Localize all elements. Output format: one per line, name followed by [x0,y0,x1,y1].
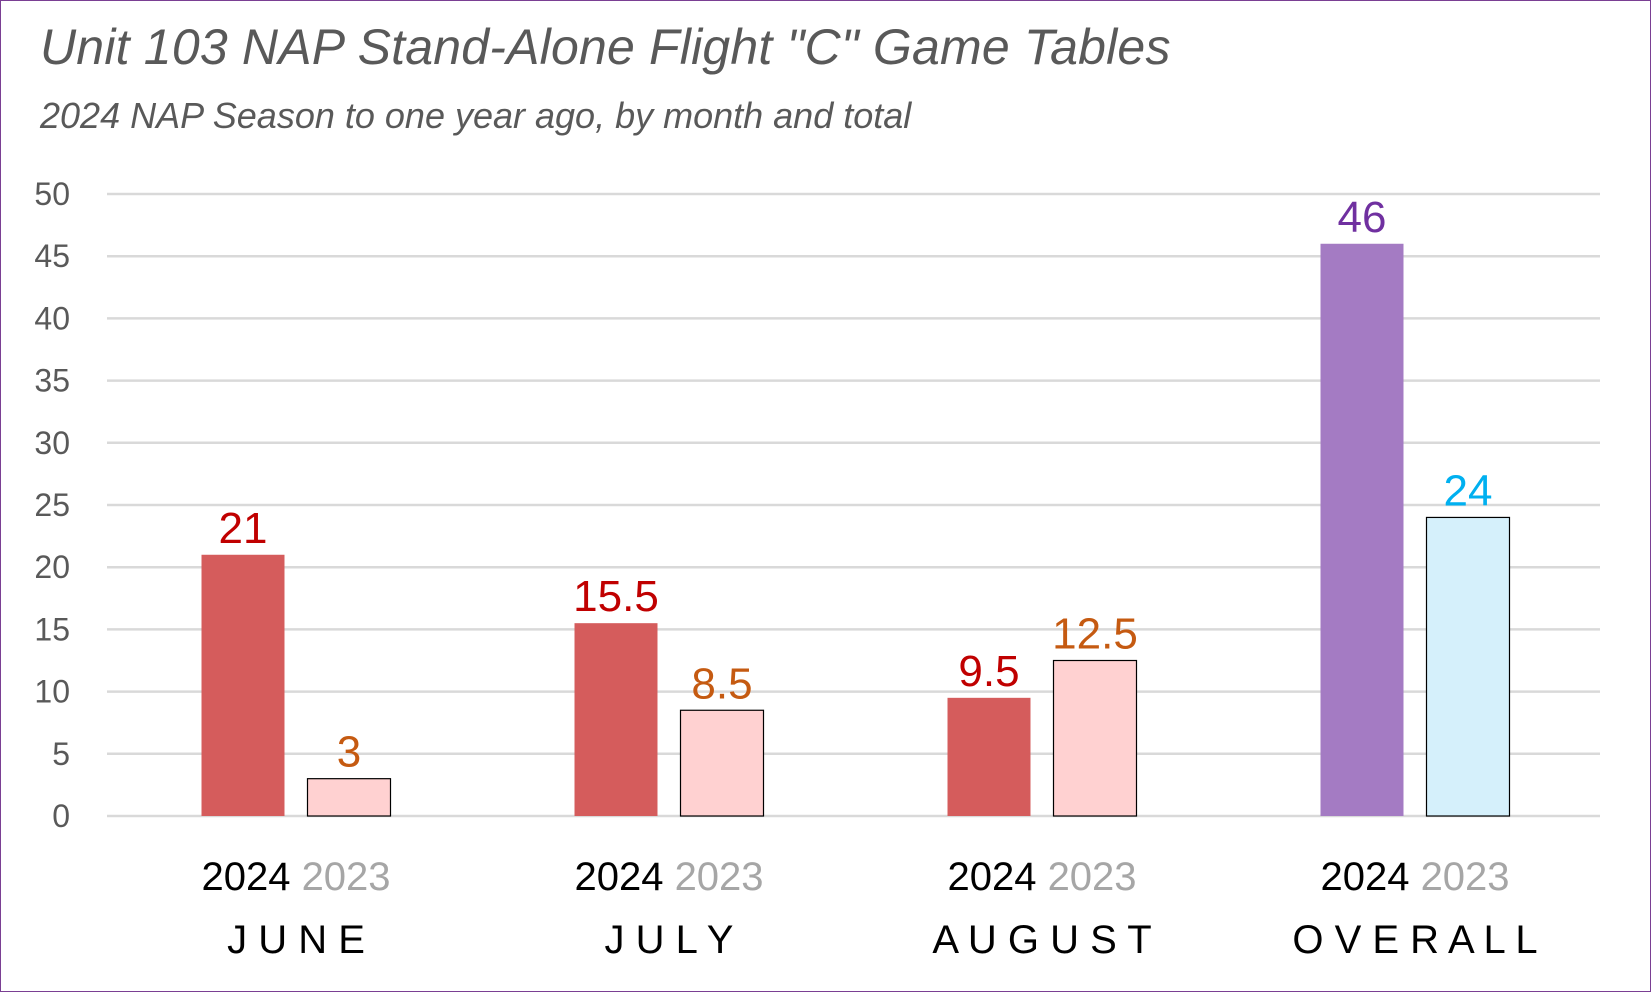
y-tick-label: 0 [52,798,70,834]
data-label: 24 [1444,466,1493,515]
bar-2024 [947,697,1031,816]
data-label: 3 [337,728,361,777]
series-label-2023: 2023 [675,855,764,899]
data-label: 12.5 [1052,610,1138,659]
series-labels: 2024 2023 [947,855,1136,899]
data-labels: 21 3 15.5 8.5 9.5 12.5 46 24 [219,193,1493,777]
chart-title: Unit 103 NAP Stand-Alone Flight "C" Game… [40,19,1171,75]
y-tick-label: 40 [34,300,70,336]
series-labels: 2024 2023 [574,855,763,899]
series-label-2023: 2023 [302,855,391,899]
series-label-spacer [290,855,301,899]
y-tick-label: 5 [52,736,70,772]
bar-2024 [1320,243,1404,816]
series-label-2024: 2024 [201,855,290,899]
y-tick-label: 30 [34,425,70,461]
x-category-label: J U L Y [605,918,734,962]
bar-2024 [201,554,285,816]
series-label-2023: 2023 [1048,855,1137,899]
bar-2023 [306,778,392,817]
bars [201,243,1511,817]
x-axis-categories: 2024 2023 J U N E 2024 2023 J U L Y 2024 202… [201,855,1537,962]
data-label: 15.5 [573,572,659,621]
series-label-2024: 2024 [947,855,1036,899]
bar-2023 [679,709,765,817]
data-label: 21 [219,504,268,553]
data-label: 9.5 [958,647,1019,696]
series-label-2023: 2023 [1421,855,1510,899]
series-label-spacer [663,855,674,899]
series-label-spacer [1409,855,1420,899]
series-labels: 2024 2023 [1320,855,1509,899]
series-labels: 2024 2023 [201,855,390,899]
data-label: 8.5 [691,659,752,708]
y-tick-label: 50 [34,176,70,212]
y-tick-label: 45 [34,238,70,274]
chart-subtitle: 2024 NAP Season to one year ago, by mont… [40,95,912,136]
y-axis-ticks: 0 5 10 15 20 25 30 35 40 45 50 [34,176,70,834]
x-category-label: J U N E [227,918,365,962]
y-tick-label: 35 [34,363,70,399]
y-tick-label: 25 [34,487,70,523]
series-label-spacer [1036,855,1047,899]
y-tick-label: 15 [34,611,70,647]
data-label: 46 [1338,193,1387,242]
y-tick-label: 20 [34,549,70,585]
bar-2024 [574,623,658,816]
series-label-2024: 2024 [574,855,663,899]
series-label-2024: 2024 [1320,855,1409,899]
x-category-label: O V E R A L L [1292,918,1537,962]
bar-2023 [1052,659,1138,817]
bar-2023 [1425,516,1511,817]
x-category-label: A U G U S T [932,918,1151,962]
y-tick-label: 10 [34,674,70,710]
